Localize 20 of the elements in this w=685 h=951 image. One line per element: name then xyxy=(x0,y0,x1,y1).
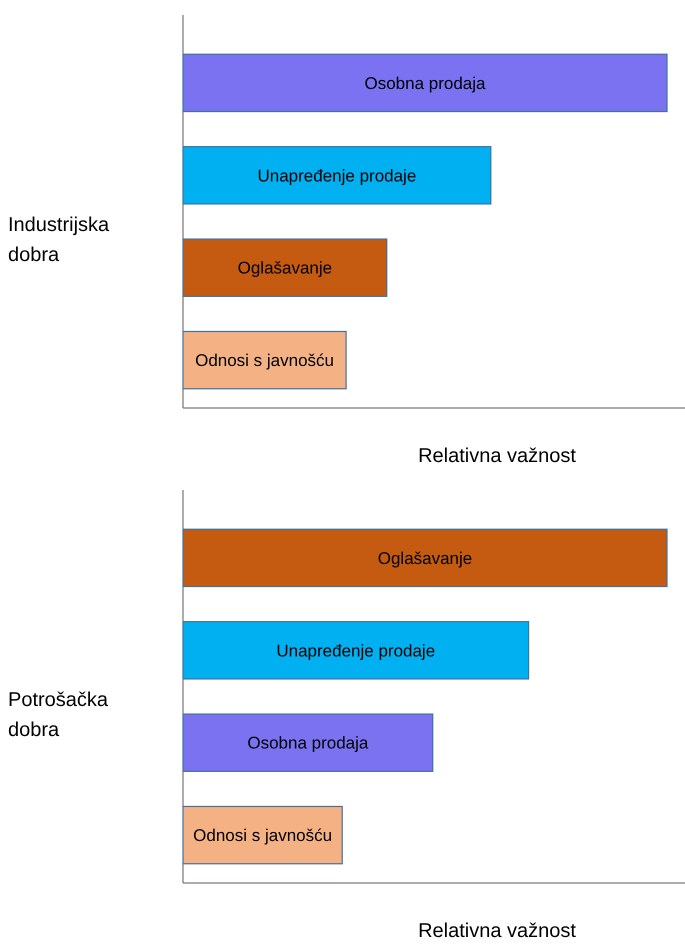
x-axis-title: Relativna važnost xyxy=(418,920,576,942)
y-tick-label: Unapređenje prodaje xyxy=(276,640,436,660)
bar xyxy=(182,238,388,297)
bar xyxy=(182,54,668,112)
bar xyxy=(182,146,492,205)
y-tick-label: Oglašavanje xyxy=(238,258,332,278)
bar xyxy=(182,713,434,772)
bar xyxy=(182,621,530,680)
y-tick-label: Odnosi s javnošću xyxy=(193,826,332,845)
bar xyxy=(182,528,668,588)
y-axis-title: Potrošačka dobra xyxy=(8,689,109,741)
y-tick-label: Osobna prodaja xyxy=(364,73,486,92)
bar xyxy=(182,806,343,864)
y-tick-label: Oglašavanje xyxy=(378,548,472,568)
y-tick-label: Odnosi s javnošću xyxy=(195,350,334,370)
y-tick-label: Osobna prodaja xyxy=(247,733,369,752)
x-axis-title: Relativna važnost xyxy=(418,445,576,467)
y-tick-label: Unapređenje prodaje xyxy=(258,166,416,185)
bar xyxy=(182,330,347,390)
y-axis-title: Industrijska dobra xyxy=(8,214,110,266)
